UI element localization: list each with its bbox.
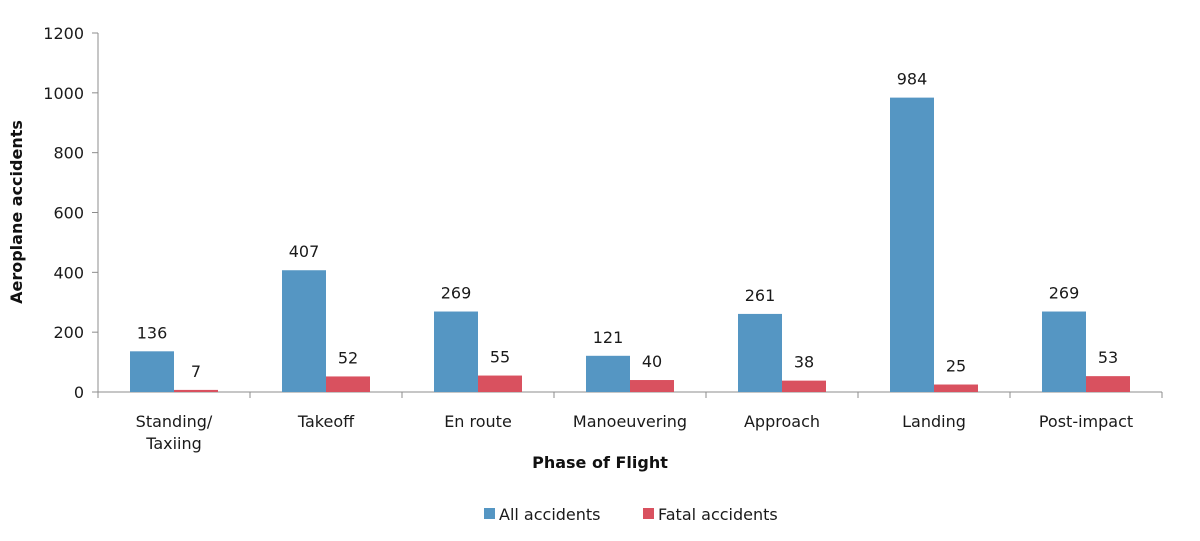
data-label: 55 xyxy=(490,348,510,367)
x-tick-label: Landing xyxy=(902,412,966,431)
legend-swatch xyxy=(643,508,654,519)
data-label: 38 xyxy=(794,353,814,372)
legend-label: Fatal accidents xyxy=(658,505,778,524)
x-tick-label: Standing/Taxiing xyxy=(136,412,213,453)
data-label: 53 xyxy=(1098,348,1118,367)
data-label: 407 xyxy=(289,242,320,261)
y-tick-label: 1000 xyxy=(43,84,84,103)
bars-group xyxy=(130,97,1130,393)
x-axis-title: Phase of Flight xyxy=(532,453,668,472)
legend: All accidents Fatal accidents xyxy=(484,505,778,524)
y-axis xyxy=(92,32,99,393)
bar-fatal-accidents xyxy=(1086,376,1130,392)
legend-label: All accidents xyxy=(499,505,601,524)
bar-fatal-accidents xyxy=(630,380,674,392)
legend-swatch xyxy=(484,508,495,519)
bar-fatal-accidents xyxy=(934,384,978,392)
y-tick-label: 400 xyxy=(53,263,84,282)
x-tick-label: Approach xyxy=(744,412,820,431)
y-tick-label: 600 xyxy=(53,204,84,223)
y-tick-label: 800 xyxy=(53,144,84,163)
x-axis xyxy=(97,391,1163,398)
bar-fatal-accidents xyxy=(782,380,826,392)
x-tick-labels-group: Standing/Taxiing Takeoff En route Manoeuver… xyxy=(136,412,1133,453)
data-label: 40 xyxy=(642,352,662,371)
bar-all-accidents xyxy=(738,313,782,392)
bar-all-accidents xyxy=(434,311,478,392)
data-label: 7 xyxy=(191,362,201,381)
data-labels-group: 136 7 407 52 269 55 121 40 261 38 984 25 269 53 xyxy=(137,70,1118,381)
data-label: 269 xyxy=(441,284,472,303)
x-tick-label: Post-impact xyxy=(1039,412,1133,431)
data-label: 269 xyxy=(1049,284,1080,303)
y-axis-title: Aeroplane accidents xyxy=(7,120,26,304)
bar-all-accidents xyxy=(130,351,174,392)
data-label: 52 xyxy=(338,348,358,367)
data-label: 136 xyxy=(137,323,168,342)
bar-fatal-accidents xyxy=(326,376,370,392)
y-tick-label: 200 xyxy=(53,323,84,342)
bar-all-accidents xyxy=(890,97,934,393)
bar-all-accidents xyxy=(1042,311,1086,392)
data-label: 121 xyxy=(593,328,624,347)
y-tick-label: 1200 xyxy=(43,24,84,43)
y-tick-labels-group: 0 200 400 600 800 1000 1200 xyxy=(43,24,84,402)
y-tick-label: 0 xyxy=(74,383,84,402)
x-tick-label: Manoeuvering xyxy=(573,412,687,431)
bar-all-accidents xyxy=(282,270,326,392)
bar-fatal-accidents xyxy=(478,375,522,392)
data-label: 25 xyxy=(946,357,966,376)
data-label: 261 xyxy=(745,286,776,305)
bar-fatal-accidents xyxy=(174,389,218,392)
bar-all-accidents xyxy=(586,355,630,392)
x-tick-label: En route xyxy=(444,412,512,431)
data-label: 984 xyxy=(897,70,928,89)
x-tick-label: Takeoff xyxy=(297,412,355,431)
